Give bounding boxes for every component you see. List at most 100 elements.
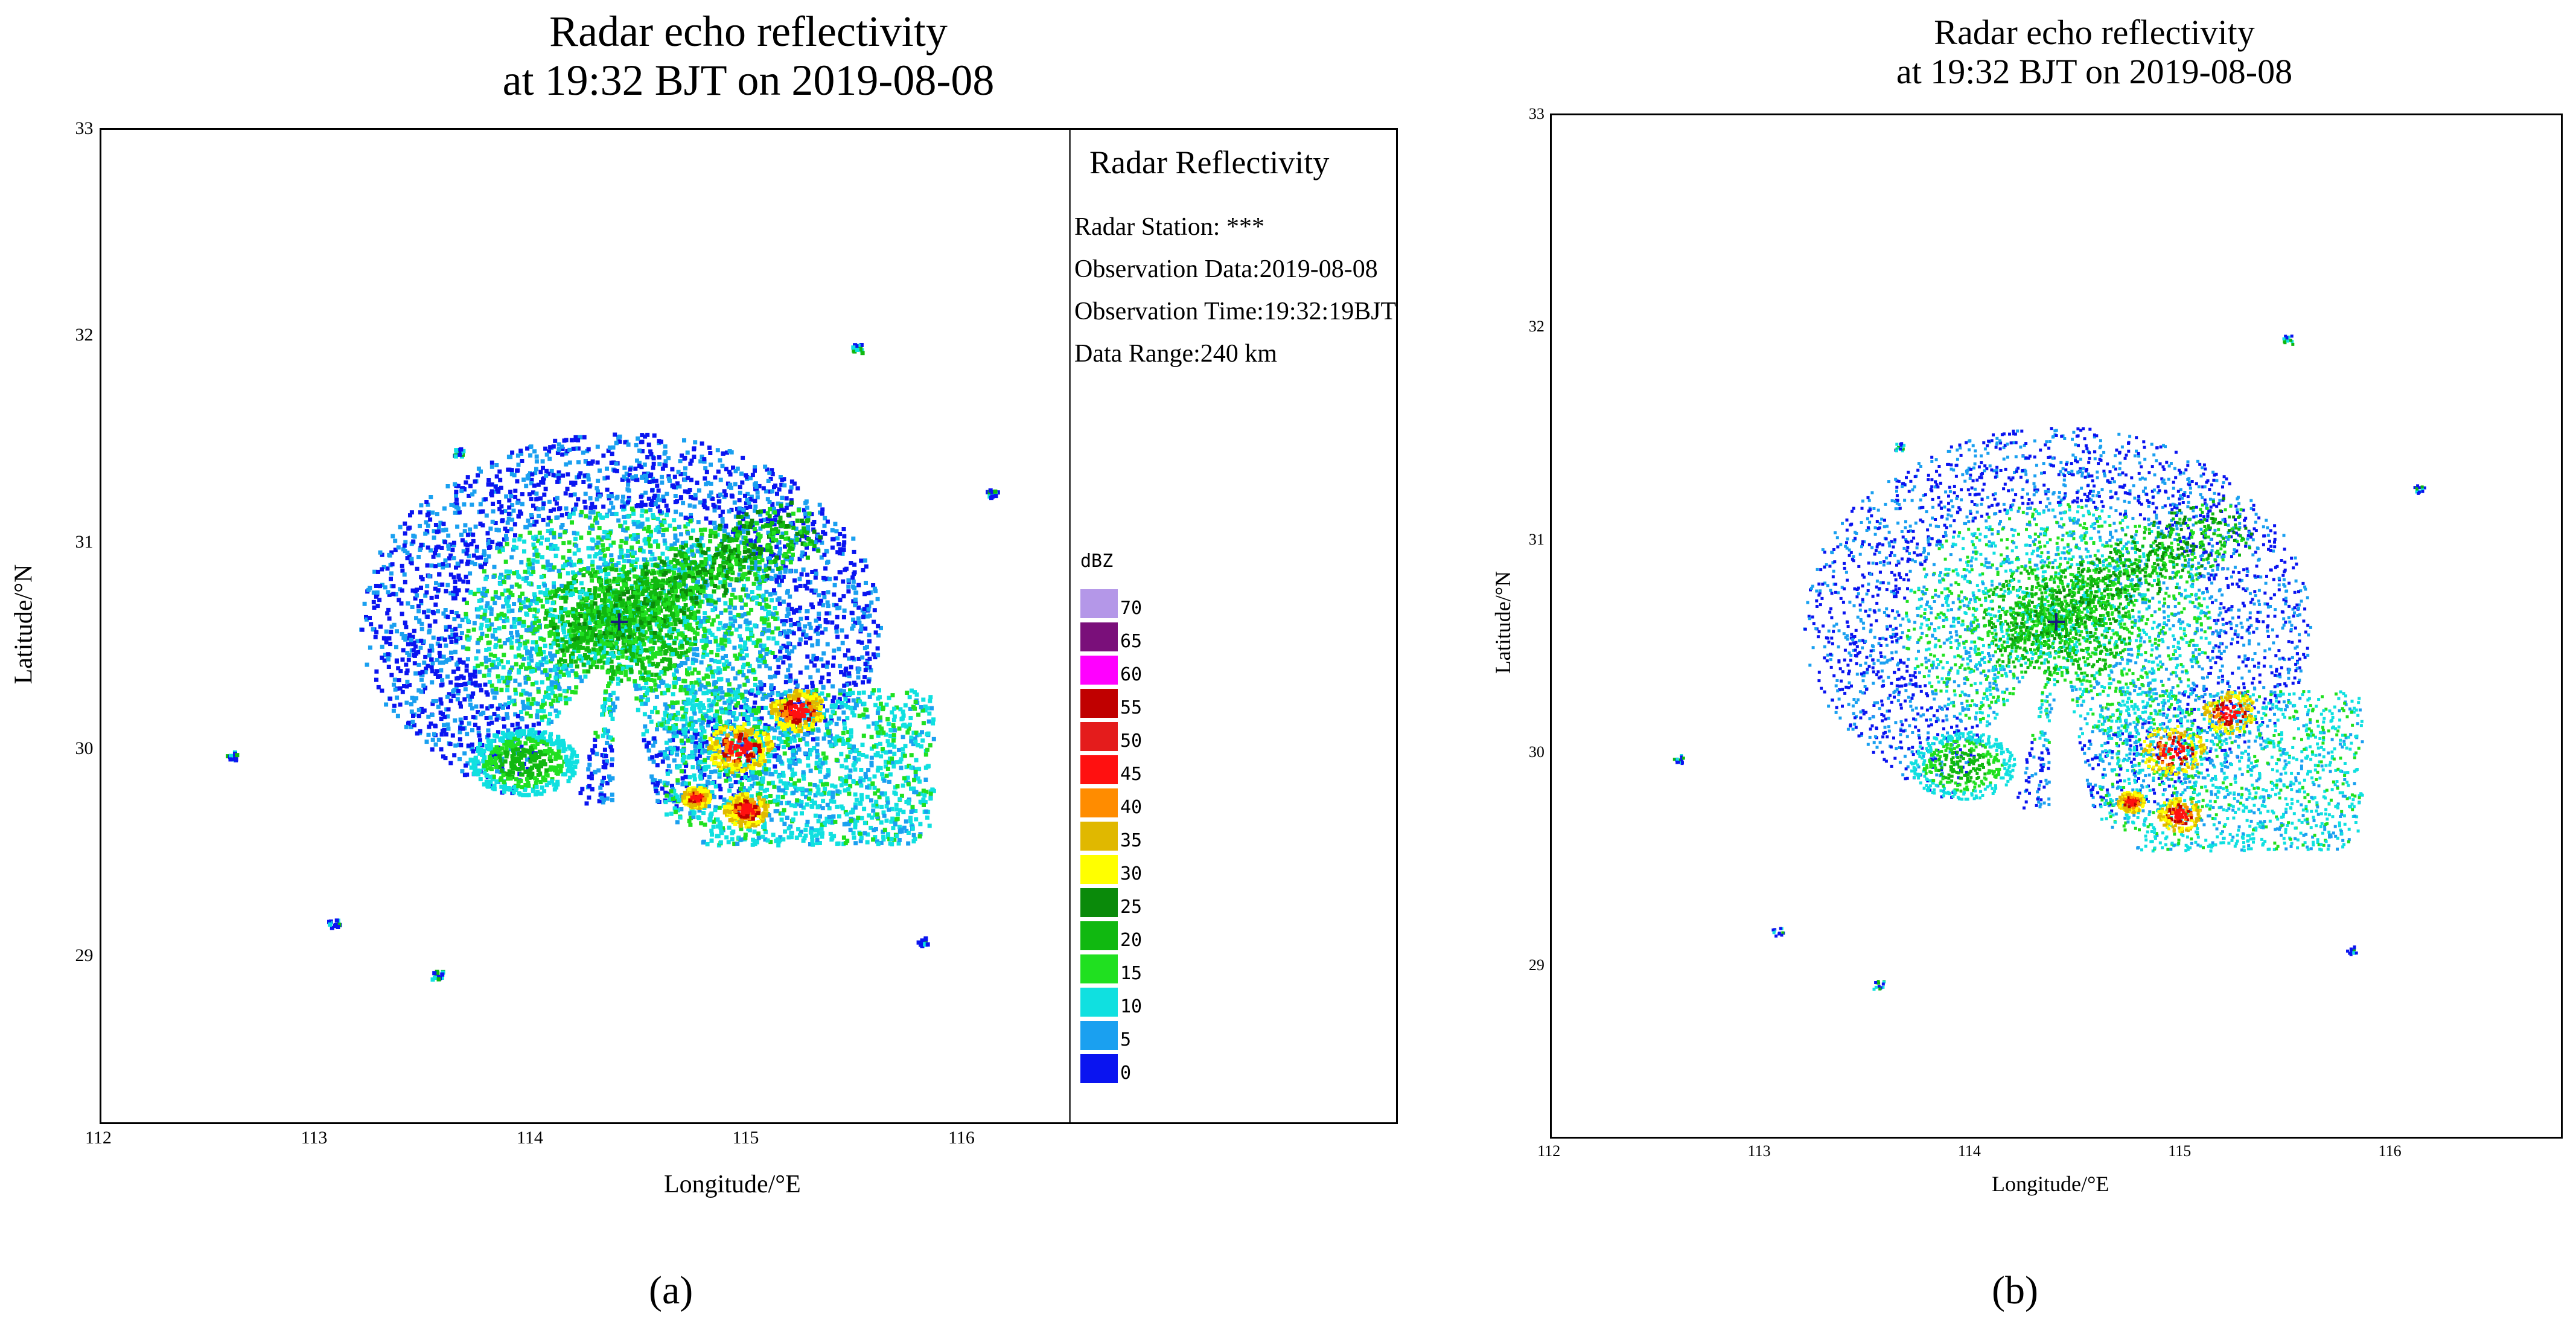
echo-cell [866, 679, 871, 684]
echo-cell [704, 583, 709, 588]
echo-cell [561, 541, 566, 546]
echo-cell [524, 484, 529, 488]
echo-cell [645, 517, 650, 522]
echo-cell [556, 587, 561, 592]
echo-cell [386, 652, 391, 657]
echo-cell [392, 682, 397, 687]
echo-cell [484, 659, 489, 664]
echo-cell [627, 627, 632, 631]
echo-cell [532, 621, 537, 625]
echo-cell [802, 529, 807, 534]
echo-cell [499, 659, 504, 663]
echo-cell [430, 747, 435, 752]
echo-cell [522, 549, 526, 554]
echo-cell [547, 717, 551, 722]
echo-cell [861, 568, 866, 572]
echo-cell [402, 572, 407, 577]
echo-cell [395, 629, 399, 634]
echo-cell [540, 459, 545, 464]
echo-cell [690, 590, 695, 595]
echo-cell [422, 686, 427, 691]
echo-cell [788, 569, 793, 574]
echo-cell [473, 723, 477, 727]
echo-cell [720, 517, 725, 522]
echo-cell [693, 641, 698, 646]
echo-cell [459, 720, 464, 725]
echo-cell [718, 514, 723, 518]
echo-cell [735, 656, 739, 661]
echo-cell [660, 691, 665, 695]
echo-cell [662, 498, 666, 503]
echo-cell [483, 608, 488, 613]
echo-cell [766, 622, 771, 627]
echo-cell [693, 735, 698, 740]
echo-cell [403, 540, 408, 545]
echo-cell [834, 603, 839, 608]
echo-cell [674, 680, 678, 685]
echo-cell [586, 477, 591, 482]
echo-cell [622, 514, 626, 519]
echo-cell [701, 703, 705, 708]
echo-cell [547, 613, 552, 618]
echo-cell [513, 654, 518, 659]
echo-cell [842, 534, 847, 539]
echo-cell [432, 535, 436, 540]
echo-cell [465, 548, 470, 552]
echo-cell [543, 668, 548, 673]
echo-cell [558, 670, 563, 674]
echo-cell [628, 667, 633, 672]
echo-cell [608, 543, 613, 548]
echo-cell [525, 767, 530, 772]
echo-cell [394, 645, 398, 650]
echo-cell [439, 668, 444, 673]
echo-cell [778, 649, 783, 654]
echo-cell [634, 443, 639, 447]
echo-cell [605, 466, 609, 471]
echo-cell [776, 509, 781, 514]
echo-cell [706, 595, 711, 599]
echo-cell [804, 665, 809, 670]
echo-cell [387, 552, 392, 557]
echo-cell [750, 712, 754, 717]
echo-cell [649, 598, 654, 603]
echo-cell [808, 625, 813, 630]
echo-cell [519, 634, 523, 639]
echo-cell [839, 670, 843, 674]
echo-cell [832, 592, 837, 597]
echo-cell [602, 797, 606, 802]
echo-cell [524, 575, 529, 580]
echo-cell [747, 554, 751, 559]
echo-cell [476, 649, 480, 654]
echo-cell [436, 588, 441, 593]
echo-cell [536, 652, 541, 657]
echo-cell [754, 566, 758, 571]
echo-cell [665, 513, 669, 517]
echo-cell [604, 580, 609, 584]
echo-cell [766, 636, 771, 641]
echo-cell [541, 476, 546, 481]
echo-cell [531, 569, 536, 574]
echo-cell [683, 516, 688, 520]
echo-cell [439, 717, 444, 721]
echo-cell [418, 523, 422, 528]
echo-cell [623, 670, 628, 674]
echo-cell [556, 473, 561, 478]
echo-cell [778, 570, 783, 575]
echo-cell [815, 642, 820, 647]
echo-cell [649, 774, 654, 779]
echo-cell [549, 546, 553, 551]
echo-cell [528, 607, 533, 612]
echo-cell [773, 574, 778, 578]
echo-cell [509, 584, 514, 589]
echo-cell [529, 444, 534, 449]
echo-cell [651, 759, 656, 764]
echo-cell [554, 501, 559, 506]
echo-cell [546, 545, 550, 550]
echo-cell [578, 471, 583, 476]
echo-cell [505, 638, 510, 642]
echo-cell [775, 755, 780, 759]
echo-cell [753, 693, 758, 698]
echo-cell [638, 548, 642, 552]
echo-cell [755, 490, 760, 495]
echo-cell [375, 604, 380, 609]
